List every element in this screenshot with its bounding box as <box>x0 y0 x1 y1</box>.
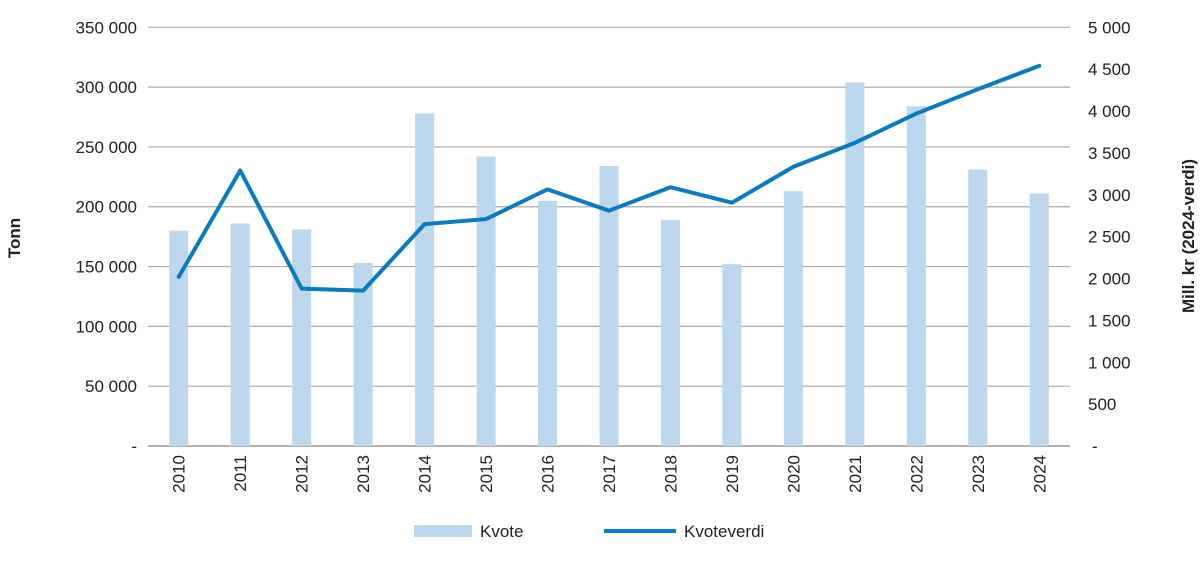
x-tick-label: 2011 <box>231 455 250 492</box>
x-tick-label: 2013 <box>354 455 373 493</box>
bar-2023 <box>968 170 987 446</box>
right-tick-label: 4 500 <box>1088 60 1131 79</box>
right-tick-label: 500 <box>1088 395 1116 414</box>
bar-2019 <box>722 264 741 446</box>
bar-2024 <box>1030 194 1049 446</box>
left-tick-label: 200 000 <box>76 198 137 217</box>
right-tick-label: 4 000 <box>1088 102 1131 121</box>
x-tick-label: 2018 <box>661 455 680 493</box>
x-tick-label: 2016 <box>539 455 558 493</box>
bar-2022 <box>907 106 926 446</box>
legend-swatch-kvote <box>414 525 472 537</box>
bar-2011 <box>231 223 250 446</box>
x-tick-label: 2019 <box>723 455 742 493</box>
left-tick-label: 350 000 <box>76 18 137 37</box>
right-tick-label: 1 500 <box>1088 311 1131 330</box>
x-tick-label: 2014 <box>416 455 435 493</box>
left-tick-label: 300 000 <box>76 78 137 97</box>
x-tick-label: 2024 <box>1030 455 1049 493</box>
legend: Kvote Kvoteverdi <box>414 522 764 541</box>
right-tick-label: 1 000 <box>1088 353 1131 372</box>
right-axis-ticks: - 500 1 000 1 500 2 000 2 500 3 000 3 500 4 000 4… <box>1088 18 1131 456</box>
x-tick-label: 2021 <box>846 455 865 493</box>
bar-2015 <box>477 156 496 446</box>
bars <box>169 82 1049 446</box>
left-tick-label: - <box>131 437 137 456</box>
left-tick-label: 50 000 <box>85 377 137 396</box>
legend-label-kvoteverdi: Kvoteverdi <box>684 522 764 541</box>
left-axis-ticks: - 50 000 100 000 150 000 200 000 250 000 300 0… <box>76 18 137 456</box>
x-tick-label: 2023 <box>969 455 988 493</box>
bar-2012 <box>292 229 311 446</box>
x-axis-ticks: 2010 2011 2012 2013 2014 2015 2016 2017 2018 2019… <box>170 455 1050 493</box>
x-tick-label: 2020 <box>784 455 803 493</box>
right-tick-label: 2 000 <box>1088 270 1131 289</box>
right-tick-label: 3 500 <box>1088 144 1131 163</box>
bar-2014 <box>415 113 434 446</box>
left-tick-label: 150 000 <box>76 258 137 277</box>
bar-2021 <box>845 82 864 446</box>
left-axis-title: Tonn <box>5 218 24 258</box>
right-tick-label: 3 000 <box>1088 186 1131 205</box>
right-axis-title: Mill. kr (2024-verdi) <box>1179 159 1198 313</box>
x-tick-label: 2022 <box>907 455 926 493</box>
left-tick-label: 100 000 <box>76 317 137 336</box>
right-tick-label: 5 000 <box>1088 18 1131 37</box>
legend-label-kvote: Kvote <box>480 522 523 541</box>
bar-2016 <box>538 201 557 446</box>
bar-2020 <box>784 191 803 446</box>
x-tick-label: 2012 <box>293 455 312 493</box>
bar-2018 <box>661 220 680 446</box>
x-tick-label: 2015 <box>477 455 496 493</box>
right-tick-label: 2 500 <box>1088 228 1131 247</box>
x-tick-label: 2017 <box>600 455 619 493</box>
right-tick-label: - <box>1092 437 1098 456</box>
x-tick-label: 2010 <box>170 455 189 493</box>
left-tick-label: 250 000 <box>76 138 137 157</box>
